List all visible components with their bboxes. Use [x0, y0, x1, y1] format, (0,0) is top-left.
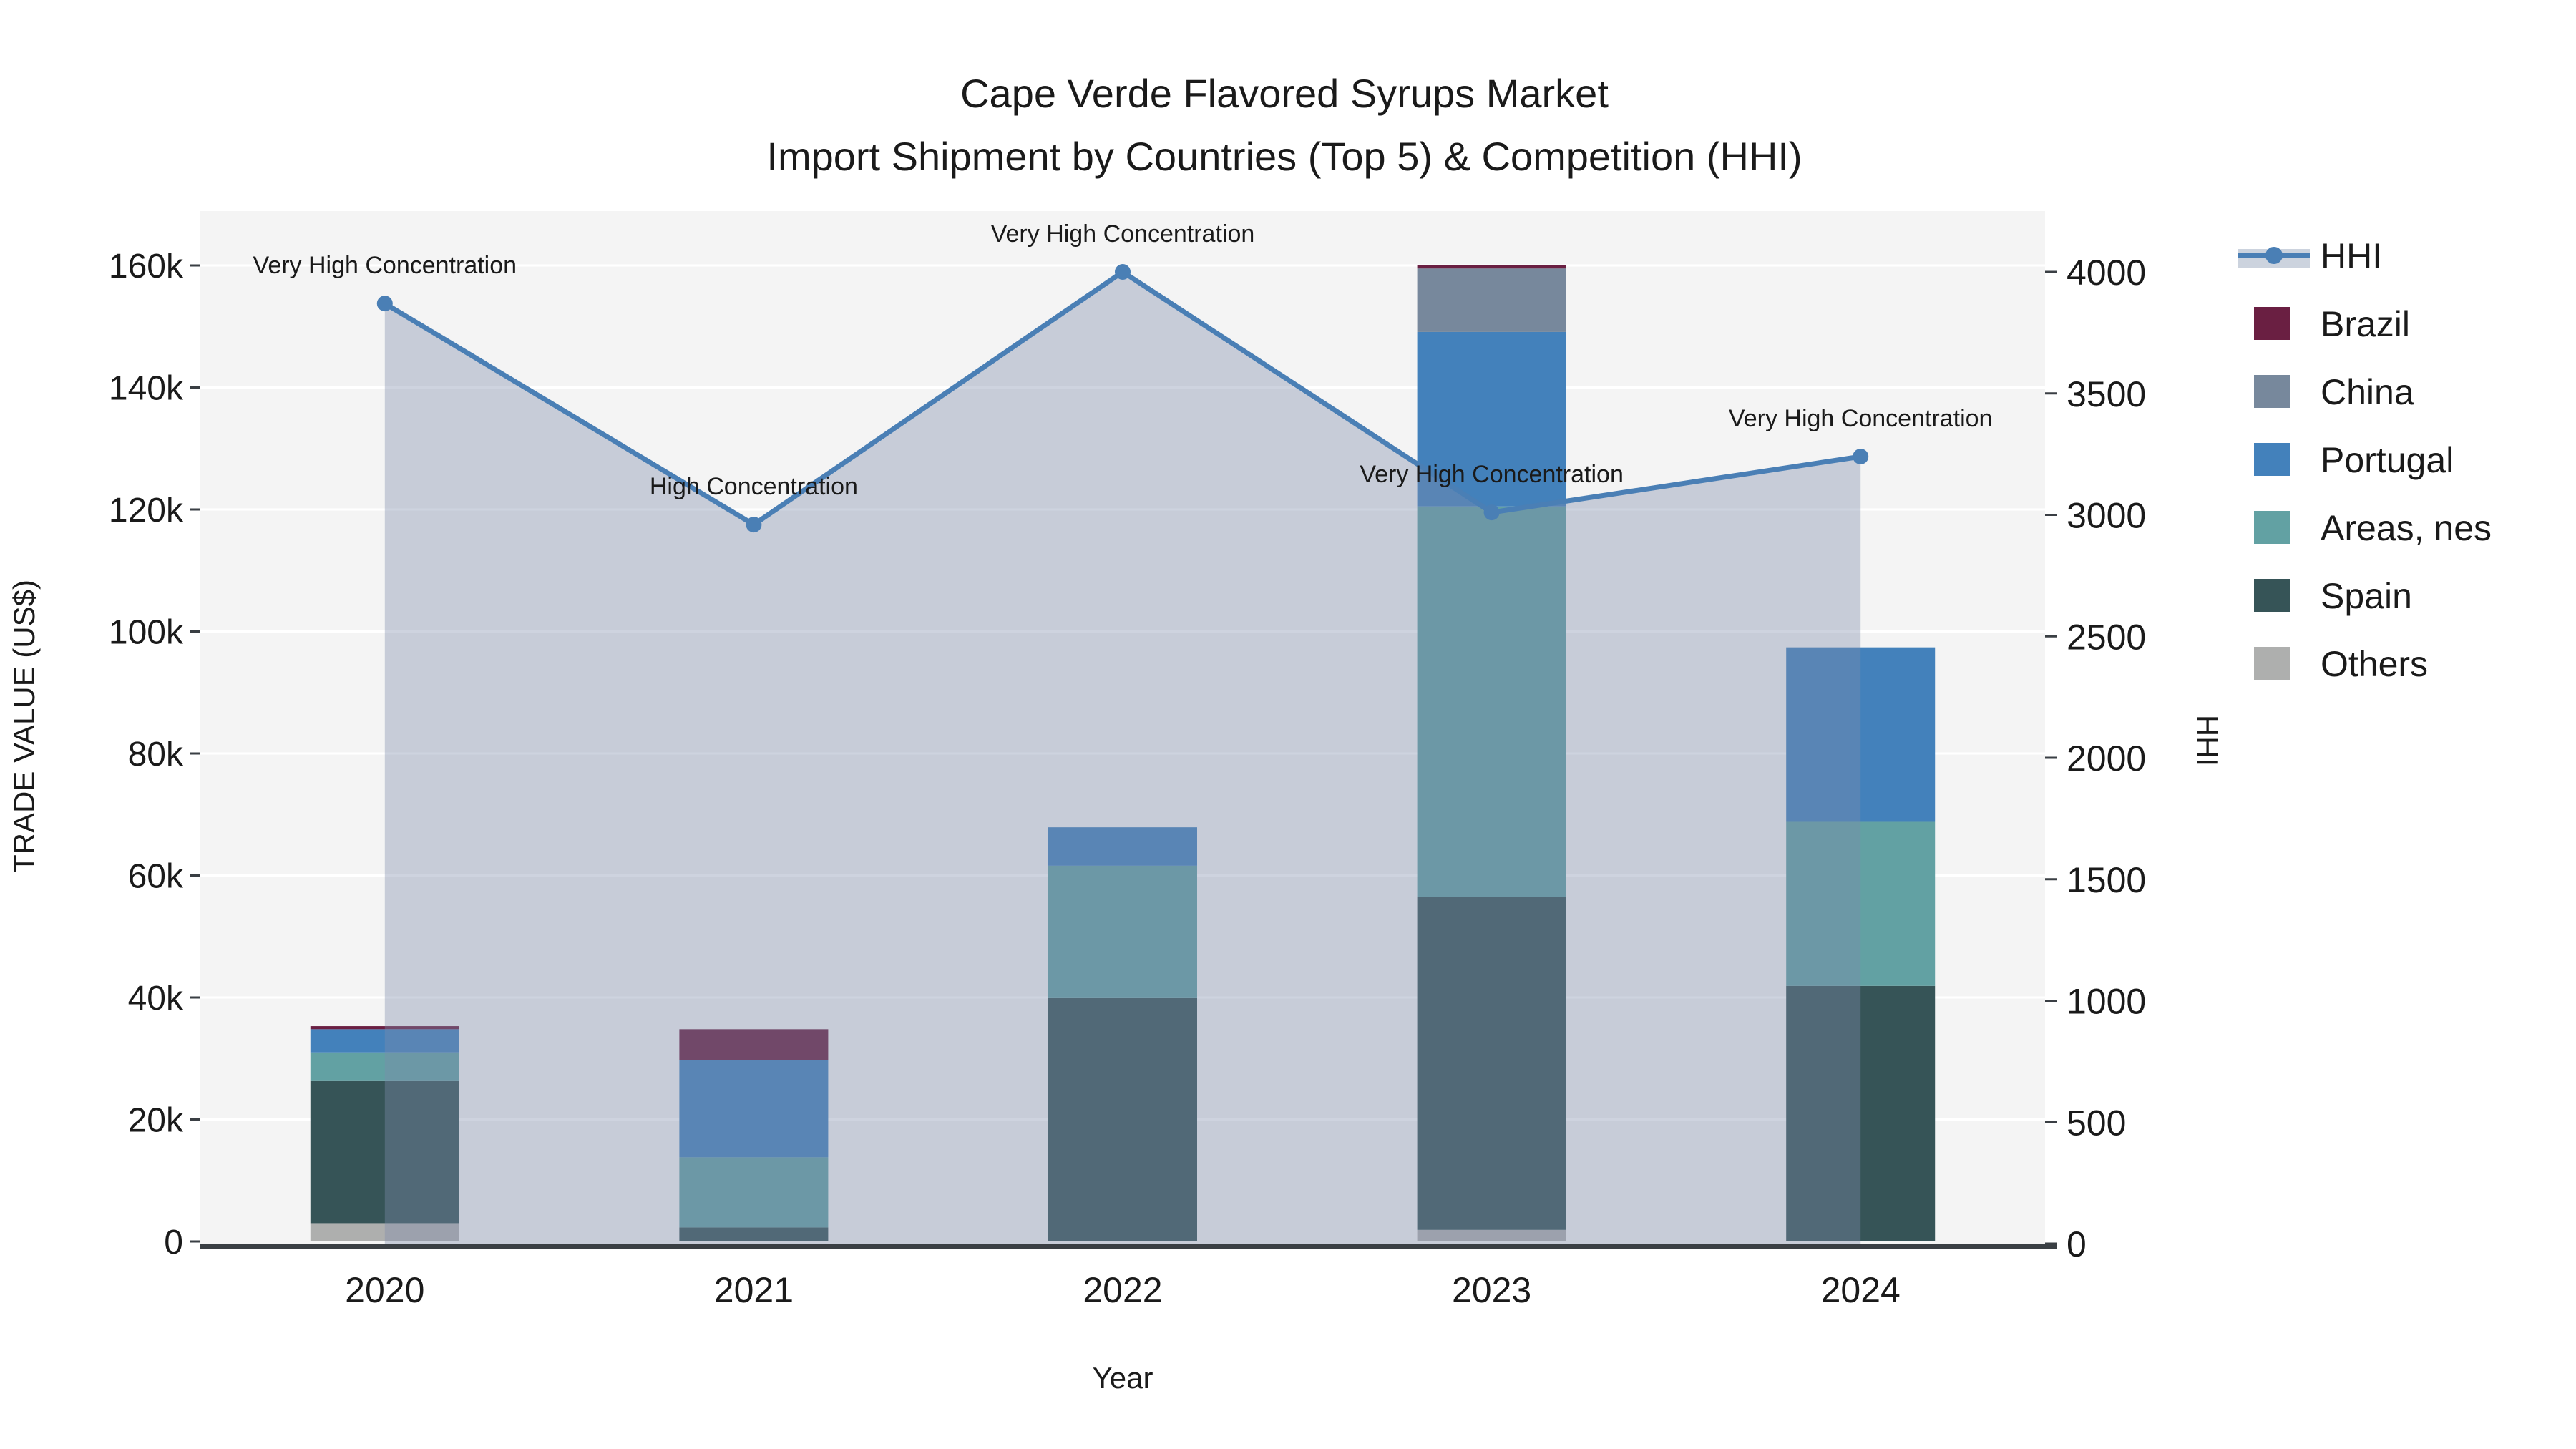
- y-left-tick-label: 80k: [128, 736, 184, 774]
- legend-item-portugal[interactable]: Portugal: [2254, 440, 2454, 480]
- legend-hhi-marker-sample: [2265, 247, 2283, 264]
- legend-item-others[interactable]: Others: [2254, 644, 2428, 684]
- y-left-tick-label: 20k: [128, 1102, 184, 1140]
- y-left-tick-label: 40k: [128, 980, 184, 1018]
- y-right-tick-label: 0: [2067, 1224, 2087, 1264]
- x-tick-label-2024: 2024: [1821, 1270, 1901, 1310]
- bar-segment-spain-2023[interactable]: [1417, 897, 1566, 1230]
- bar-segment-brazil-2021[interactable]: [679, 1029, 829, 1060]
- annotation-2023: Very High Concentration: [1360, 461, 1624, 488]
- bar-segment-spain-2020[interactable]: [310, 1080, 459, 1224]
- legend: HHI Brazil China Portugal Areas, nes Spain Oth…: [2238, 236, 2492, 684]
- y-left-tick-label: 60k: [128, 858, 184, 896]
- bar-segment-portugal-2022[interactable]: [1048, 827, 1197, 866]
- y-right-tick-label: 3000: [2067, 496, 2146, 536]
- bar-segment-others-2020[interactable]: [310, 1223, 459, 1241]
- x-tick-label-2021: 2021: [714, 1270, 794, 1310]
- legend-label: China: [2321, 372, 2414, 412]
- bar-segment-areas-nes-2020[interactable]: [310, 1052, 459, 1081]
- y-left-tick-label: 140k: [109, 370, 184, 408]
- legend-swatch-others: [2254, 647, 2290, 680]
- annotation-2024: Very High Concentration: [1729, 405, 1993, 432]
- annotation-2022: Very High Concentration: [991, 220, 1255, 248]
- y-left-tick-labels: 0 20k 40k 60k 80k 100k 120k 140k 160k: [109, 248, 184, 1262]
- y-right-axis-title: HHI: [2190, 715, 2224, 766]
- y-left-tick-label: 100k: [109, 614, 184, 652]
- bar-segment-spain-2024[interactable]: [1786, 985, 1936, 1241]
- bar-segment-brazil-2023[interactable]: [1417, 265, 1566, 269]
- hhi-marker-2024[interactable]: [1853, 449, 1869, 465]
- legend-item-hhi[interactable]: HHI: [2238, 236, 2382, 276]
- bar-segment-brazil-2020[interactable]: [310, 1026, 459, 1030]
- y-left-axis-title: TRADE VALUE (US$): [7, 580, 41, 873]
- legend-label: Brazil: [2321, 304, 2410, 344]
- legend-label: HHI: [2321, 236, 2382, 276]
- hhi-marker-2020[interactable]: [376, 296, 393, 312]
- bar-segment-china-2023[interactable]: [1417, 268, 1566, 332]
- legend-item-brazil[interactable]: Brazil: [2254, 304, 2410, 344]
- y-right-tick-label: 1500: [2067, 860, 2146, 900]
- bar-segment-areas-nes-2024[interactable]: [1786, 821, 1936, 986]
- legend-swatch-areas-nes: [2254, 511, 2290, 544]
- hhi-marker-2022[interactable]: [1115, 264, 1131, 280]
- bar-segment-spain-2022[interactable]: [1048, 997, 1197, 1241]
- x-tick-label-2020: 2020: [345, 1270, 424, 1310]
- x-tick-label-2022: 2022: [1083, 1270, 1162, 1310]
- axis-tick-marks: [190, 264, 2057, 1245]
- annotation-2020: Very High Concentration: [253, 252, 517, 279]
- bar-segment-portugal-2024[interactable]: [1786, 647, 1936, 822]
- hhi-marker-2021[interactable]: [746, 517, 762, 533]
- y-right-tick-label: 4000: [2067, 253, 2146, 293]
- bar-segment-others-2023[interactable]: [1417, 1229, 1566, 1241]
- bar-segment-portugal-2021[interactable]: [679, 1060, 829, 1158]
- hhi-markers: [376, 264, 1869, 533]
- annotations: Very High Concentration High Concentratio…: [253, 220, 1993, 500]
- legend-item-areas-nes[interactable]: Areas, nes: [2254, 508, 2492, 548]
- legend-label: Spain: [2321, 576, 2412, 616]
- y-left-tick-label: 160k: [109, 248, 184, 286]
- y-right-tick-label: 500: [2067, 1103, 2126, 1143]
- y-right-tick-label: 2500: [2067, 617, 2146, 657]
- chart-title-line1: Cape Verde Flavored Syrups Market: [960, 71, 1609, 116]
- legend-item-china[interactable]: China: [2254, 372, 2414, 412]
- chart-title-line2: Import Shipment by Countries (Top 5) & C…: [766, 134, 1802, 179]
- legend-label: Areas, nes: [2321, 508, 2492, 548]
- bar-segment-areas-nes-2022[interactable]: [1048, 865, 1197, 998]
- x-tick-label-2023: 2023: [1452, 1270, 1531, 1310]
- y-right-tick-label: 2000: [2067, 738, 2146, 779]
- legend-swatch-spain: [2254, 579, 2290, 612]
- legend-swatch-brazil: [2254, 307, 2290, 340]
- legend-label: Others: [2321, 644, 2428, 684]
- x-axis-title: Year: [1093, 1361, 1153, 1395]
- legend-item-spain[interactable]: Spain: [2254, 576, 2412, 616]
- y-right-tick-label: 3500: [2067, 374, 2146, 414]
- legend-swatch-china: [2254, 375, 2290, 408]
- y-right-tick-labels: 0 500 1000 1500 2000 2500 3000 3500 4000: [2067, 253, 2146, 1264]
- annotation-2021: High Concentration: [650, 473, 858, 500]
- bar-segment-areas-nes-2021[interactable]: [679, 1157, 829, 1228]
- bar-segment-areas-nes-2023[interactable]: [1417, 506, 1566, 897]
- bar-segment-portugal-2020[interactable]: [310, 1029, 459, 1053]
- y-left-tick-label: 120k: [109, 492, 184, 530]
- bar-segment-spain-2021[interactable]: [679, 1227, 829, 1241]
- y-right-tick-label: 1000: [2067, 982, 2146, 1022]
- y-left-tick-label: 0: [164, 1224, 183, 1262]
- x-tick-labels: 2020 2021 2022 2023 2024: [345, 1270, 1901, 1310]
- legend-swatch-portugal: [2254, 443, 2290, 476]
- hhi-marker-2023[interactable]: [1483, 504, 1500, 521]
- legend-label: Portugal: [2321, 440, 2454, 480]
- stacked-bars: [310, 265, 1936, 1241]
